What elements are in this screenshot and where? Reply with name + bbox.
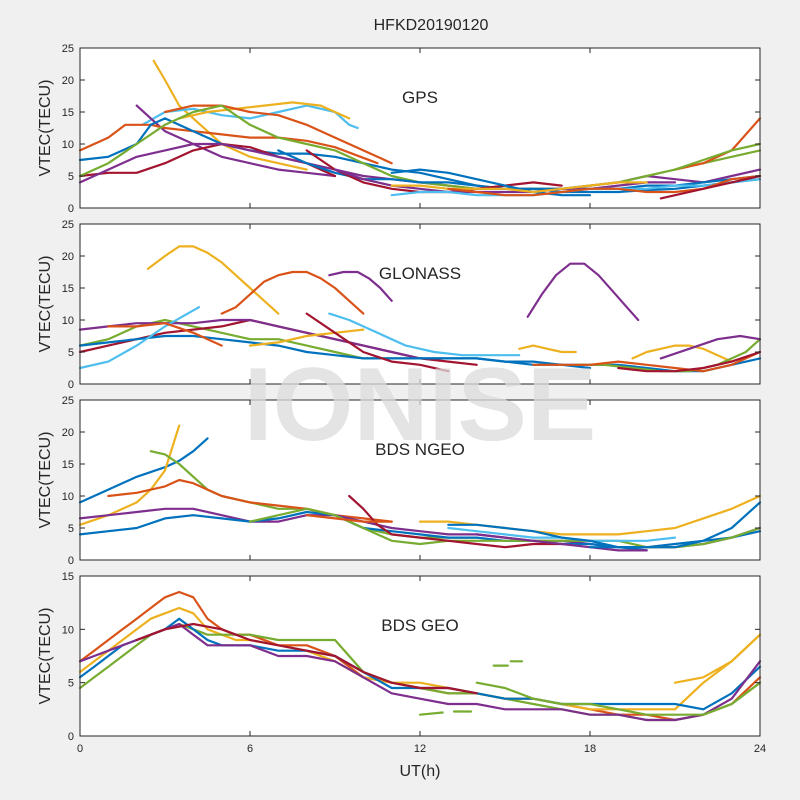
series-line-gps-18 [673, 117, 762, 171]
y-tick-label-bds-geo: 15 [62, 571, 74, 583]
series-line-glonass-12 [305, 312, 450, 373]
series-line-bds-geo-6 [475, 681, 762, 716]
series-line-glonass-2 [328, 270, 393, 302]
y-tick-label-bds-geo: 10 [62, 624, 74, 636]
series-line-glonass-1 [220, 270, 365, 315]
series-line-bds-geo-10 [418, 711, 444, 716]
y-tick-label-glonass: 20 [62, 251, 74, 263]
x-axis-label: UT(h) [400, 763, 441, 780]
series-line-glonass-10 [107, 322, 223, 347]
series-line-bds-geo-5 [135, 622, 478, 695]
y-tick-label-bds-ngeo: 0 [68, 555, 74, 567]
y-tick-label-bds-geo: 0 [68, 731, 74, 743]
series-line-glonass-19 [617, 350, 762, 373]
series-line-glonass-0 [146, 245, 280, 315]
x-tick-label: 0 [77, 743, 83, 755]
x-tick-label: 24 [754, 743, 766, 755]
y-axis-label-bds-ngeo: VTEC(TECU) [37, 432, 54, 529]
watermark-text: IONISE [244, 347, 597, 463]
y-tick-label-glonass: 10 [62, 315, 74, 327]
series-line-gps-1 [141, 104, 359, 130]
series-line-gps-0 [152, 59, 308, 171]
y-tick-label-bds-ngeo: 20 [62, 427, 74, 439]
panel-label-bds-geo: BDS GEO [381, 616, 458, 635]
y-tick-label-gps: 10 [62, 139, 74, 151]
y-tick-label-bds-ngeo: 5 [68, 523, 74, 535]
series-line-gps-4 [135, 104, 337, 178]
series-line-glonass-11 [248, 328, 365, 347]
y-tick-label-gps: 5 [68, 171, 74, 183]
series-line-glonass-18 [532, 350, 762, 373]
series-line-glonass-17 [659, 334, 762, 360]
panel-background-gps [80, 48, 760, 208]
y-axis-label-gps: VTEC(TECU) [37, 80, 54, 177]
y-tick-label-gps: 0 [68, 203, 74, 215]
series-line-bds-ngeo-12 [305, 514, 393, 523]
series-line-glonass-4 [328, 312, 521, 357]
series-line-gps-2 [178, 101, 351, 120]
panel-background-bds-geo [80, 576, 760, 736]
series-line-bds-ngeo-13 [588, 501, 762, 549]
chart-title: HFKD20190120 [374, 17, 489, 34]
y-tick-label-bds-ngeo: 10 [62, 491, 74, 503]
x-tick-label: 18 [584, 743, 596, 755]
y-tick-label-glonass: 0 [68, 379, 74, 391]
series-line-gps-15 [390, 181, 648, 194]
series-line-glonass-9 [78, 306, 201, 370]
y-tick-label-glonass: 15 [62, 283, 74, 295]
y-tick-label-glonass: 25 [62, 219, 74, 231]
y-axis-label-glonass: VTEC(TECU) [37, 256, 54, 353]
y-tick-label-bds-ngeo: 25 [62, 395, 74, 407]
y-tick-label-glonass: 5 [68, 347, 74, 359]
y-tick-label-gps: 20 [62, 75, 74, 87]
series-line-bds-ngeo-11 [475, 533, 648, 552]
y-axis-label-bds-geo: VTEC(TECU) [37, 608, 54, 705]
series-line-bds-geo-7 [673, 633, 762, 684]
x-tick-label: 12 [414, 743, 426, 755]
panel-label-gps: GPS [402, 88, 438, 107]
series-line-glonass-3 [526, 262, 640, 322]
x-tick-label: 6 [247, 743, 253, 755]
series-line-glonass-7 [78, 318, 422, 360]
y-tick-label-bds-ngeo: 15 [62, 459, 74, 471]
series-line-gps-19 [673, 142, 762, 171]
panel-label-glonass: GLONASS [379, 264, 461, 283]
series-line-gps-3 [163, 104, 393, 165]
series-line-glonass-15 [631, 344, 733, 363]
y-tick-label-bds-geo: 5 [68, 678, 74, 690]
y-tick-label-gps: 25 [62, 43, 74, 55]
panel-label-bds-ngeo: BDS NGEO [375, 440, 465, 459]
series-line-gps-14 [390, 168, 592, 197]
series-line-gps-17 [659, 174, 762, 200]
series-line-bds-ngeo-7 [348, 494, 563, 549]
y-tick-label-gps: 15 [62, 107, 74, 119]
series-line-glonass-14 [518, 344, 577, 354]
series-line-gps-5 [78, 123, 379, 165]
